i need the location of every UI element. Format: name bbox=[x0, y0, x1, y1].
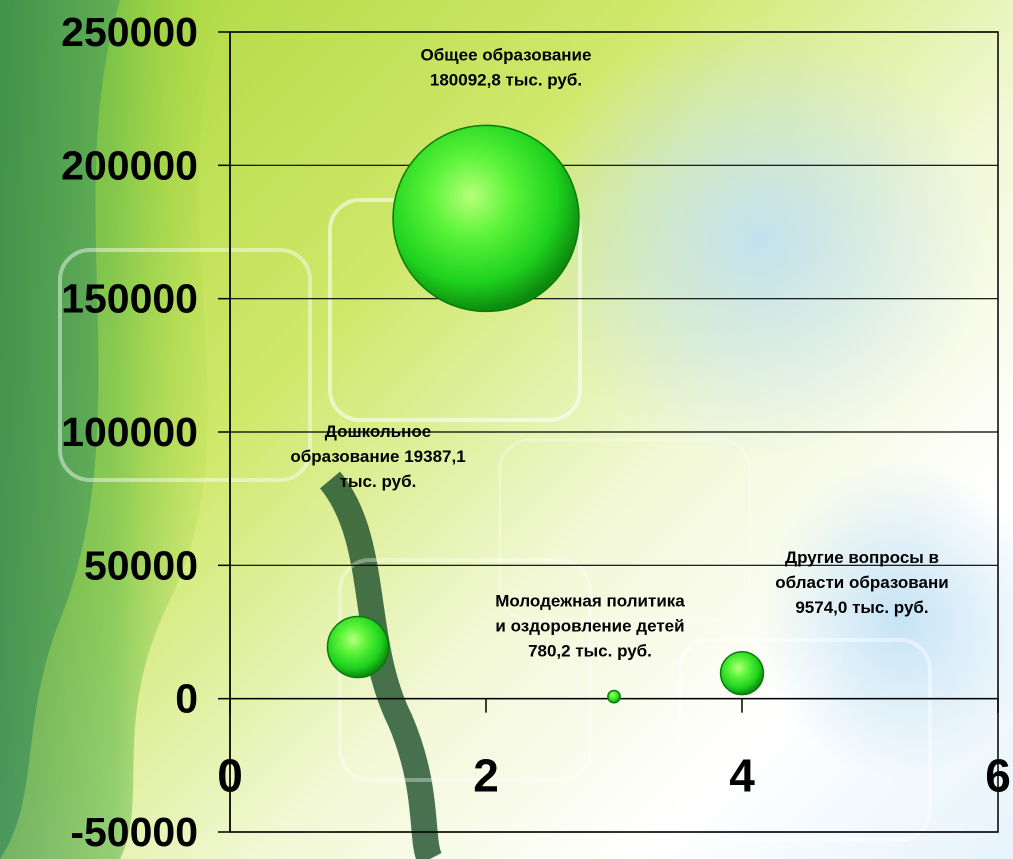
bubble-label-line: Другие вопросы в bbox=[785, 548, 939, 567]
bubble-label-line: 780,2 тыс. руб. bbox=[528, 642, 652, 661]
y-tick-labels: 250000 200000 150000 100000 50000 0 -50000 bbox=[61, 9, 198, 855]
x-tick-label: 2 bbox=[473, 750, 499, 802]
bubble-label-line: Молодежная политика bbox=[495, 592, 685, 611]
y-tick-label: 100000 bbox=[61, 409, 198, 455]
bubble-label: Общее образование 180092,8 тыс. руб. bbox=[421, 45, 592, 89]
bubbles bbox=[326, 124, 765, 704]
x-tick-label: 0 bbox=[217, 750, 243, 802]
x-tick-label: 4 bbox=[729, 750, 755, 802]
bubble-label: Дошкольное образование 19387,1 тыс. руб. bbox=[290, 422, 465, 491]
bubble-point bbox=[607, 689, 621, 704]
x-tick-labels: 0 2 4 6 bbox=[217, 750, 1011, 802]
bubble-point bbox=[392, 124, 580, 313]
y-tick-label: -50000 bbox=[70, 809, 198, 855]
y-tick-label: 250000 bbox=[61, 9, 198, 55]
bubble-label: Другие вопросы в области образовани 9574,0… bbox=[775, 548, 948, 617]
bubble-point bbox=[326, 615, 390, 679]
y-tick-label: 50000 bbox=[84, 542, 198, 588]
data-labels: Дошкольное образование 19387,1 тыс. руб. Об… bbox=[290, 45, 948, 660]
bubble-label-line: Дошкольное bbox=[325, 422, 431, 441]
bubble-label-line: Общее образование bbox=[421, 45, 592, 64]
y-tick-label: 200000 bbox=[61, 142, 198, 188]
bubble-point bbox=[719, 650, 765, 696]
bubble-label-line: области образовани bbox=[775, 573, 948, 592]
bubble-label-line: тыс. руб. bbox=[340, 472, 417, 491]
bubble-label: Молодежная политика и оздоровление детей 7… bbox=[495, 592, 685, 661]
bubble-label-line: 9574,0 тыс. руб. bbox=[795, 598, 928, 617]
bubble-label-line: и оздоровление детей bbox=[495, 617, 684, 636]
y-tick-label: 0 bbox=[175, 676, 198, 722]
bubble-label-line: 180092,8 тыс. руб. bbox=[430, 70, 582, 89]
x-tick-label: 6 bbox=[985, 750, 1011, 802]
y-tick-label: 150000 bbox=[61, 276, 198, 322]
bubble-label-line: образование 19387,1 bbox=[290, 447, 465, 466]
